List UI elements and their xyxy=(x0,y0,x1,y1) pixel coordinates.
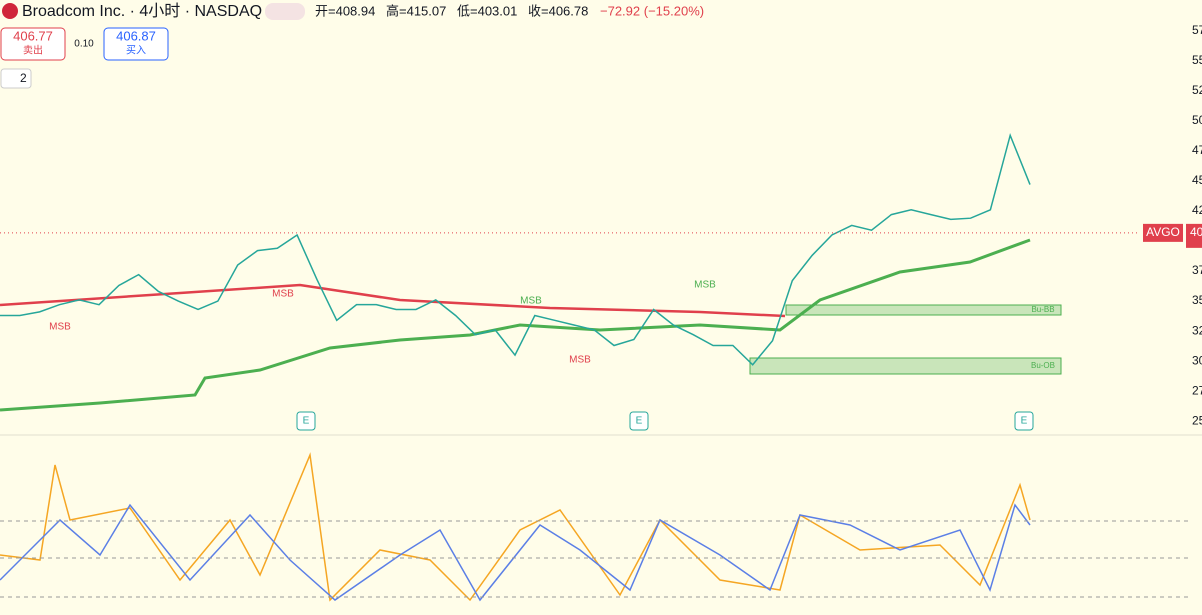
annotation: MSB xyxy=(520,296,542,307)
low: 低=403.01 xyxy=(457,3,517,18)
annotation: Bu-OB xyxy=(1031,361,1055,370)
earnings-marker xyxy=(296,411,316,431)
logo xyxy=(2,3,18,19)
moving-average xyxy=(0,283,786,318)
annotation: MSB xyxy=(694,280,716,291)
earnings-marker xyxy=(1014,411,1034,431)
y-tick-label: 450 xyxy=(1192,173,1202,187)
annotation: MSB xyxy=(49,322,71,333)
annotation: MSB xyxy=(569,355,591,366)
annotation: MSB xyxy=(272,289,294,300)
order-block xyxy=(749,357,1062,375)
sell-button[interactable] xyxy=(0,27,66,61)
y-tick-label: 475 xyxy=(1192,143,1202,157)
change: −72.92 (−15.20%) xyxy=(600,3,704,18)
spread: 0.10 xyxy=(74,39,94,50)
y-tick-label: 550 xyxy=(1192,53,1202,67)
y-tick-label: 425 xyxy=(1192,203,1202,217)
y-tick-label: 350 xyxy=(1192,293,1202,307)
y-tick-label: 375 xyxy=(1192,263,1202,277)
high: 高=415.07 xyxy=(386,3,446,18)
layers-toggle[interactable] xyxy=(0,68,32,89)
annotation: E xyxy=(303,416,310,427)
earnings-marker xyxy=(629,411,649,431)
price-line xyxy=(0,132,1031,366)
buy-button[interactable] xyxy=(103,27,169,61)
close: 收=406.78 xyxy=(528,3,588,18)
y-tick-label: 250 xyxy=(1192,413,1202,427)
y-tick-label: 300 xyxy=(1192,353,1202,367)
oscillator xyxy=(0,503,1031,602)
oscillator xyxy=(0,452,1031,602)
annotation: Bu-BB xyxy=(1031,305,1054,314)
price-badge xyxy=(1186,223,1202,248)
y-tick-label: 325 xyxy=(1192,323,1202,337)
y-tick-label: 275 xyxy=(1192,383,1202,397)
y-tick-label: 575 xyxy=(1192,23,1202,37)
title: Broadcom Inc. · 4小时 · NASDAQ xyxy=(22,2,262,20)
sell-price: 406.77 xyxy=(13,28,53,43)
open: 开=408.94 xyxy=(315,3,375,18)
y-tick-label: 525 xyxy=(1192,83,1202,97)
annotation: E xyxy=(636,416,643,427)
symbol-badge xyxy=(1143,223,1183,242)
symbol-label: AVGO xyxy=(1146,225,1180,239)
breaker-block xyxy=(785,304,1062,316)
buy-label: 买入 xyxy=(126,45,146,57)
last-price: 406.78 xyxy=(1190,225,1202,239)
sell-label: 卖出 xyxy=(23,44,43,57)
layers-count: 2 xyxy=(20,71,27,85)
buy-price: 406.87 xyxy=(116,28,156,43)
status-pill xyxy=(265,3,305,20)
annotation: E xyxy=(1021,416,1028,427)
y-tick-label: 500 xyxy=(1192,113,1202,127)
